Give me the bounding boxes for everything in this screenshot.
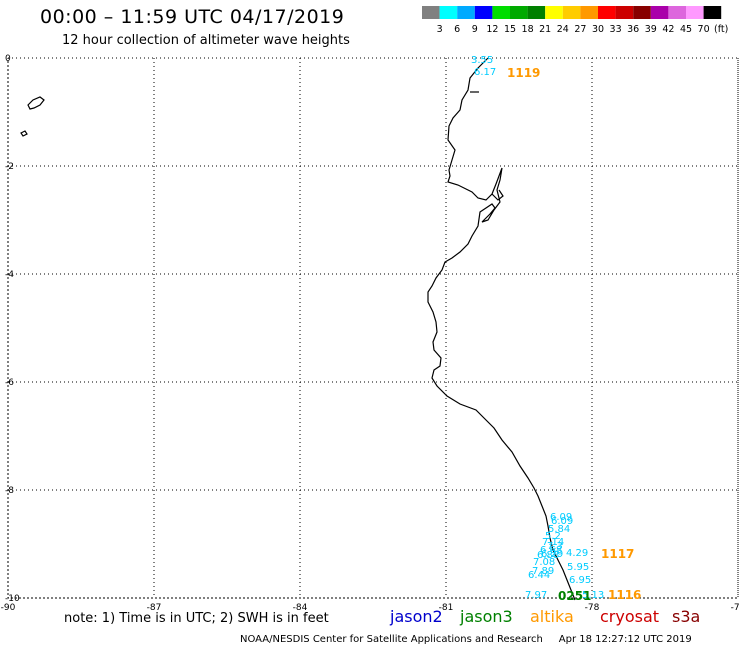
- legend-tick-label: 18: [522, 24, 534, 35]
- wave-height-label: 6.44: [528, 570, 550, 581]
- credit-timestamp: Apr 18 12:27:12 UTC 2019: [558, 634, 692, 645]
- legend-swatch: [668, 6, 686, 19]
- legend-tick-label: 36: [627, 24, 639, 35]
- south-america-coastline: [427, 57, 576, 601]
- wave-height-label: 6.09: [551, 516, 573, 527]
- legend-s3a: s3a: [672, 607, 701, 626]
- legend-tick-label: 15: [504, 24, 516, 35]
- satellite-pass-times: 1119 1117 1116 0251: [507, 66, 641, 603]
- lon-label: -87: [147, 603, 162, 613]
- legend-swatch: [474, 6, 493, 19]
- credit-text: NOAA/NESDIS Center for Satellite Applica…: [240, 634, 543, 645]
- lon-label: -90: [1, 603, 16, 613]
- wave-height-label: 6.17: [474, 67, 496, 78]
- legend-swatch: [598, 6, 616, 19]
- legend-swatch: [422, 6, 440, 19]
- legend-tick-label: 21: [539, 24, 551, 35]
- pass-time-label: 1116: [608, 588, 641, 602]
- legend-swatch: [580, 6, 598, 19]
- legend-swatch: [633, 6, 651, 19]
- legend-tick-label: 70: [698, 24, 710, 35]
- wave-height-label: 6.29: [541, 549, 563, 560]
- legend-swatch: [439, 6, 458, 19]
- legend-swatch: [492, 6, 510, 19]
- map-subtitle: 12 hour collection of altimeter wave hei…: [62, 33, 350, 48]
- lon-label: -75: [731, 603, 740, 613]
- wave-height-label: 4.29: [566, 548, 588, 559]
- legend-swatch: [510, 6, 528, 19]
- legend-swatch: [615, 6, 634, 19]
- pass-time-label: 1117: [601, 547, 634, 561]
- legend-tick-label: 9: [472, 24, 478, 35]
- wave-height-label: 7.97: [525, 590, 547, 601]
- map-title: 00:00 – 11:59 UTC 04/17/2019: [40, 6, 345, 28]
- legend-tick-label: 6: [454, 24, 460, 35]
- wave-height-label: 3.55: [471, 55, 493, 66]
- footer-note: note: 1) Time is in UTC; 2) SWH is in fe…: [64, 611, 329, 626]
- galapagos-isabela-island: [27, 96, 45, 110]
- legend-swatch: [703, 6, 722, 19]
- legend-jason3: jason3: [460, 607, 513, 626]
- legend-tick-label: 12: [486, 24, 498, 35]
- legend-swatch: [562, 6, 581, 19]
- wave-height-observations: 3.556.176.096.095.845.27.147.36.686.886.…: [471, 55, 604, 601]
- legend-altika: altika: [530, 607, 574, 626]
- legend-swatch: [545, 6, 563, 19]
- legend-swatch: [457, 6, 475, 19]
- color-legend: 3 6 9 12 15 18 21 24 27 30 33 36 39 42 45 70 (ft): [422, 6, 728, 35]
- pass-time-label: 1119: [507, 66, 540, 80]
- wave-height-label: 7.3: [547, 541, 563, 552]
- legend-tick-label: 27: [574, 24, 586, 35]
- legend-tick-label: 45: [680, 24, 692, 35]
- lat-label: -10: [5, 594, 20, 604]
- lat-label: -4: [5, 270, 14, 280]
- wave-height-label: 7.14: [542, 537, 564, 548]
- wave-height-label: 6.95: [569, 575, 591, 586]
- wave-height-label: 5.2: [545, 531, 561, 542]
- galapagos-small-island: [20, 130, 28, 137]
- lon-label: -78: [585, 603, 600, 613]
- lat-label: -8: [5, 486, 14, 496]
- footer-credit: NOAA/NESDIS Center for Satellite Applica…: [240, 634, 692, 645]
- legend-tick-label: 33: [610, 24, 622, 35]
- lat-lon-grid: 0-2-4-6-8-10-90-87-84-81-78-75: [1, 54, 740, 613]
- wave-height-label: 7.89: [532, 566, 554, 577]
- legend-swatch: [650, 6, 669, 19]
- wave-height-label: 5.95: [567, 562, 589, 573]
- lat-label: -2: [5, 162, 14, 172]
- legend-cryosat: cryosat: [600, 607, 660, 626]
- lon-label: -81: [439, 603, 454, 613]
- legend-tick-label: 39: [645, 24, 657, 35]
- legend-jason2: jason2: [390, 607, 443, 626]
- legend-swatch: [686, 6, 704, 19]
- lon-label: -84: [293, 603, 308, 613]
- gulf-inlet: [491, 189, 504, 201]
- lat-label: -6: [5, 378, 14, 388]
- legend-swatch: [527, 6, 546, 19]
- legend-tick-label: 30: [592, 24, 604, 35]
- wave-height-label: 5.13: [582, 590, 604, 601]
- pass-time-label: 0251: [558, 589, 591, 603]
- legend-unit: (ft): [714, 24, 728, 35]
- wave-height-label: 6.09: [550, 512, 572, 523]
- legend-tick-label: 42: [662, 24, 674, 35]
- map-frame: [7, 57, 739, 599]
- legend-tick-label: 3: [437, 24, 443, 35]
- wave-height-label: 5.84: [548, 524, 570, 535]
- wave-height-label: 7.08: [533, 557, 555, 568]
- wave-height-label: 6.68: [540, 545, 562, 556]
- legend-tick-label: 24: [557, 24, 569, 35]
- wave-height-label: 6.88: [537, 550, 559, 561]
- coastline: [20, 57, 576, 601]
